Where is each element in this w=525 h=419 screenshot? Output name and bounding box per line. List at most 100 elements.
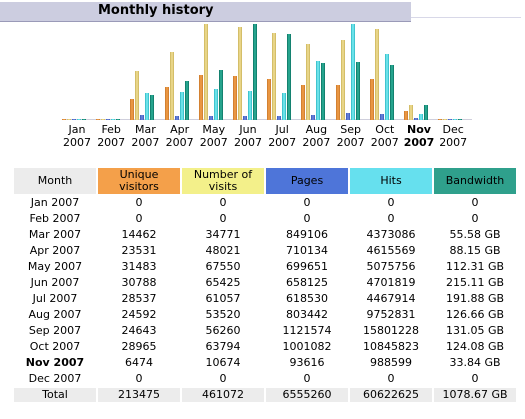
table-row: Sep 2007 24643 56260 1121574 15801228 131.05 … (14, 324, 516, 338)
cell-month: May 2007 (27, 260, 83, 273)
bar-ht (419, 114, 423, 120)
bar-bw (253, 24, 257, 120)
cell-bandwidth: 0 (471, 196, 479, 209)
month-label-year: 2007 (302, 136, 331, 149)
table-row: Dec 2007 0 0 0 0 0 (14, 372, 516, 386)
bar-bw (218, 70, 223, 120)
bar-pg (174, 116, 179, 120)
cell-visits: 61057 (205, 292, 241, 305)
cell-hits: 5075756 (366, 260, 416, 273)
header-unique-visitors: Unique visitors (98, 168, 180, 194)
month-label-year: 2007 (439, 136, 468, 149)
cell-bandwidth: 55.58 GB (449, 228, 501, 241)
cell-bandwidth: 191.88 GB (445, 292, 505, 305)
total-hits: 60622625 (350, 388, 432, 402)
bar-uv (267, 79, 272, 120)
cell-bandwidth: 126.66 GB (445, 308, 505, 321)
cell-visits: 0 (219, 372, 227, 385)
total-unique-visitors: 213475 (98, 388, 180, 402)
month-label: Dec 2007 (435, 123, 471, 149)
cell-unique-visitors: 0 (135, 196, 143, 209)
bar-pg (414, 118, 418, 120)
cell-unique-visitors: 24592 (121, 308, 157, 321)
cell-bandwidth: 124.08 GB (445, 340, 505, 353)
cell-hits: 0 (387, 372, 395, 385)
month-label: Nov 2007 (401, 123, 437, 149)
cell-unique-visitors: 31483 (121, 260, 157, 273)
table-row: Oct 2007 28965 63794 1001082 10845823 124.08 … (14, 340, 516, 354)
bar-bw (150, 95, 155, 120)
bar-uv (335, 85, 340, 120)
bar-uv (301, 85, 306, 120)
bar-nv (203, 24, 208, 120)
cell-month: Oct 2007 (29, 340, 81, 353)
month-label-name: May (202, 123, 226, 136)
month-label-year: 2007 (165, 136, 194, 149)
bar-nv (374, 29, 379, 120)
cell-pages: 1121574 (282, 324, 332, 337)
cell-bandwidth: 33.84 GB (449, 356, 501, 369)
month-label-name: Jul (275, 123, 289, 136)
bar-nv (238, 27, 242, 120)
cell-pages: 710134 (286, 244, 328, 257)
cell-hits: 9752831 (366, 308, 416, 321)
bar-bw (287, 34, 292, 120)
cell-month: Feb 2007 (29, 212, 81, 225)
bar-bw (184, 81, 189, 120)
cell-pages: 699651 (286, 260, 328, 273)
cell-month: Jul 2007 (32, 292, 78, 305)
month-label-name: Dec (442, 123, 464, 136)
cell-month: Nov 2007 (25, 356, 85, 369)
month-label-name: Aug (305, 123, 328, 136)
bar-ht (213, 89, 218, 120)
month-label-year: 2007 (199, 136, 228, 149)
month-label: Jun 2007 (230, 123, 266, 149)
table-header-row: Month Unique visitors Number of visits P… (14, 168, 516, 194)
cell-bandwidth: 0 (471, 212, 479, 225)
total-bandwidth: 1078.67 GB (434, 388, 516, 402)
bar-bw (116, 119, 121, 120)
bar-pg (106, 119, 111, 120)
bar-pg (277, 116, 282, 120)
bar-bw (424, 105, 428, 120)
bar-pg (140, 115, 145, 120)
cell-month: Aug 2007 (28, 308, 82, 321)
cell-visits: 56260 (205, 324, 241, 337)
total-row: Total 213475 461072 6555260 60622625 107… (14, 388, 516, 402)
cell-pages: 0 (303, 372, 311, 385)
bar-pg (379, 114, 384, 120)
cell-pages: 658125 (286, 276, 328, 289)
bar-uv (198, 75, 203, 120)
bar-ht (384, 54, 389, 120)
table-row: Jul 2007 28537 61057 618530 4467914 191.88 GB (14, 292, 516, 306)
month-label-name: Sep (340, 123, 361, 136)
bar-nv (101, 119, 106, 120)
cell-pages: 0 (303, 196, 311, 209)
cell-visits: 10674 (205, 356, 241, 369)
chart-baseline (62, 119, 472, 120)
bar-ht (77, 119, 81, 120)
month-label: Aug 2007 (298, 123, 334, 149)
month-label-name: Jun (239, 123, 257, 136)
month-label: Sep 2007 (333, 123, 369, 149)
cell-unique-visitors: 28537 (121, 292, 157, 305)
month-label-year: 2007 (131, 136, 160, 149)
month-label-year: 2007 (336, 136, 365, 149)
cell-unique-visitors: 0 (135, 372, 143, 385)
bar-bw (82, 119, 86, 120)
total-label: Total (14, 388, 96, 402)
table-row: Mar 2007 14462 34771 849106 4373086 55.58 GB (14, 228, 516, 242)
cell-pages: 1001082 (282, 340, 332, 353)
cell-visits: 67550 (205, 260, 241, 273)
section-title-bar: Monthly history (0, 2, 521, 22)
month-label-year: 2007 (403, 136, 435, 149)
bar-pg (72, 119, 76, 120)
month-label: May 2007 (196, 123, 232, 149)
month-label: Jan 2007 (59, 123, 95, 149)
table-row: Nov 2007 6474 10674 93616 988599 33.84 GB (14, 356, 516, 370)
cell-pages: 618530 (286, 292, 328, 305)
header-month: Month (14, 168, 96, 194)
bar-pg (345, 113, 350, 120)
bar-ht (145, 93, 150, 120)
table-row: Aug 2007 24592 53520 803442 9752831 126.66 GB (14, 308, 516, 322)
